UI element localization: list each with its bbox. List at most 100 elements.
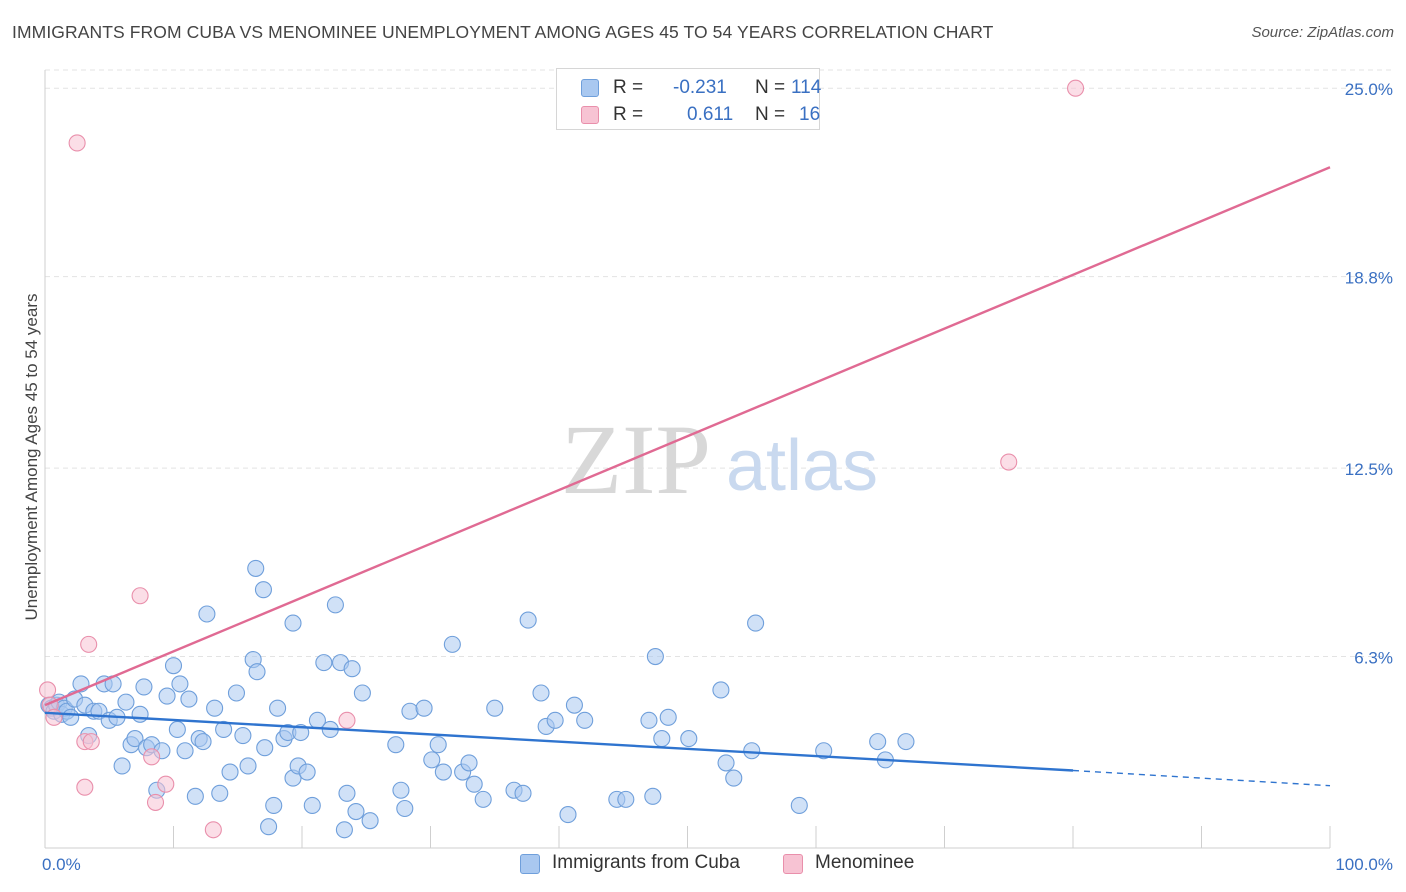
trendlines (44, 166, 1331, 787)
bottom-legend-swatch-menominee (783, 854, 803, 874)
data-point-menominee (146, 793, 165, 811)
data-point-cuba (131, 705, 149, 723)
data-point-cuba (646, 647, 664, 666)
tick-labels: 25.0% 18.8% 12.5% 6.3% 0.0% 100.0% (42, 80, 1393, 874)
data-point-cuba (234, 727, 252, 745)
data-point-cuba (429, 736, 447, 754)
data-point-cuba (815, 742, 833, 760)
data-point-cuba (443, 635, 461, 653)
data-point-cuba (168, 720, 186, 739)
data-point-menominee (131, 587, 149, 605)
y-axis-label: Unemployment Among Ages 45 to 54 years (22, 294, 41, 621)
data-point-cuba (239, 757, 257, 775)
data-point-cuba (180, 690, 198, 708)
trendline-menominee (44, 166, 1331, 707)
bottom-legend-swatch-cuba (520, 854, 540, 874)
data-point-cuba (617, 790, 635, 808)
data-point-cuba (117, 693, 135, 711)
data-point-cuba (338, 784, 356, 802)
data-point-cuba (221, 763, 239, 781)
y-tick-label: 12.5% (1345, 460, 1393, 479)
source-label: Source: ZipAtlas.com (1251, 24, 1394, 41)
data-point-menominee (82, 733, 100, 751)
legend-n-label: N = (755, 104, 786, 125)
data-point-cuba (113, 757, 131, 775)
data-point-cuba (532, 684, 550, 702)
y-tick-label: 25.0% (1345, 80, 1393, 99)
data-point-cuba (284, 614, 302, 632)
trendline-cuba-extension (1072, 769, 1331, 787)
data-point-cuba (747, 614, 765, 632)
data-point-cuba (335, 821, 353, 839)
data-point-cuba (653, 730, 671, 748)
data-point-cuba (640, 711, 658, 729)
data-point-cuba (361, 812, 379, 830)
data-point-cuba (401, 702, 419, 720)
y-tick-label: 6.3% (1354, 649, 1393, 668)
data-point-cuba (353, 684, 371, 702)
legend-n-value-cuba: 114 (791, 77, 822, 98)
data-point-menominee (68, 134, 86, 152)
data-point-cuba (326, 596, 344, 614)
legend-r-value-cuba: -0.231 (673, 77, 727, 98)
data-point-cuba (315, 654, 333, 672)
data-point-cuba (343, 660, 361, 678)
data-point-cuba (644, 787, 662, 805)
legend-r-label: R = (613, 77, 644, 98)
data-point-cuba (303, 796, 321, 815)
data-point-menominee (39, 681, 57, 699)
data-point-cuba (559, 806, 577, 824)
data-point-cuba (186, 787, 204, 805)
data-point-cuba (486, 699, 504, 717)
data-point-cuba (248, 663, 266, 681)
data-point-cuba (265, 796, 283, 815)
data-point-cuba (897, 733, 915, 751)
x-tick-label: 100.0% (1335, 855, 1393, 874)
bottom-legend-label-cuba: Immigrants from Cuba (552, 852, 740, 873)
data-point-cuba (269, 699, 287, 717)
legend-n-value-menominee: 16 (799, 104, 821, 125)
data-point-menominee (80, 635, 98, 653)
data-point-cuba (206, 699, 224, 717)
trendline-cuba (44, 711, 1074, 772)
watermark-zip: ZIP (561, 404, 711, 515)
legend-r-label: R = (613, 104, 644, 125)
y-tick-label: 18.8% (1345, 269, 1393, 288)
bottom-legend-label-menominee: Menominee (815, 852, 915, 873)
chart-title: IMMIGRANTS FROM CUBA VS MENOMINEE UNEMPL… (12, 22, 994, 42)
data-point-cuba (423, 751, 441, 769)
data-point-cuba (396, 799, 414, 818)
data-point-cuba (659, 708, 677, 726)
data-point-cuba (164, 657, 183, 675)
legend-n-label: N = (755, 77, 786, 98)
data-point-cuba (298, 763, 316, 781)
x-tick-label: 0.0% (42, 855, 81, 874)
data-point-cuba (565, 696, 583, 714)
data-point-cuba (135, 678, 153, 696)
correlation-legend: R = -0.231 N = 114 R = 0.611 N = 16 (556, 68, 822, 130)
series-cuba-points (40, 559, 915, 839)
data-point-menominee (1067, 79, 1085, 97)
series-menominee-points (39, 79, 1085, 839)
data-point-cuba (387, 736, 405, 754)
data-point-cuba (725, 769, 743, 787)
data-point-cuba (347, 802, 365, 821)
data-point-cuba (869, 733, 887, 751)
data-point-cuba (62, 708, 80, 726)
data-point-cuba (434, 763, 452, 781)
data-point-cuba (474, 790, 492, 808)
data-point-cuba (743, 742, 761, 760)
data-point-cuba (546, 711, 564, 729)
data-point-cuba (247, 559, 265, 577)
data-point-cuba (460, 754, 478, 772)
data-point-cuba (576, 711, 594, 729)
watermark: ZIP atlas (561, 404, 878, 515)
data-point-cuba (194, 733, 212, 751)
data-point-cuba (260, 818, 278, 836)
data-point-cuba (519, 611, 537, 629)
data-point-cuba (415, 699, 433, 717)
legend-swatch-cuba (581, 79, 599, 97)
data-point-cuba (227, 684, 246, 702)
data-point-menominee (1000, 453, 1018, 471)
